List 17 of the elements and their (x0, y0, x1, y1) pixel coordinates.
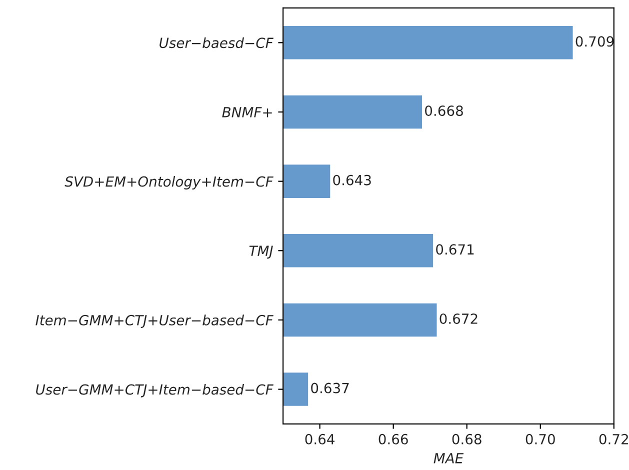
y-tick-label: TMJ (249, 246, 273, 259)
data-label: 0.668 (425, 106, 463, 116)
y-tick-label: User−baesd−CF (160, 37, 274, 48)
y-tick-label: BNMF+ (222, 107, 272, 118)
x-tick-label: 0.66 (378, 434, 408, 444)
data-label: 0.672 (440, 313, 478, 324)
y-tick-label: User−GMM+CTJ+Item−based−CF (36, 384, 274, 398)
data-label: 0.643 (333, 174, 371, 186)
x-axis-title: MAE (434, 453, 464, 464)
y-tick-label: Item−GMM+CTJ+User−based−CF (36, 314, 274, 328)
y-tick-label: SVD+EM+Ontology+Item−CF (64, 176, 274, 190)
data-label: 0.637 (311, 382, 349, 394)
data-label: 0.671 (436, 244, 474, 255)
x-tick-label: 0.70 (526, 434, 555, 444)
x-tick-label: 0.72 (599, 434, 628, 444)
x-tick-label: 0.68 (452, 434, 482, 444)
x-tick-label: 0.64 (305, 434, 334, 444)
